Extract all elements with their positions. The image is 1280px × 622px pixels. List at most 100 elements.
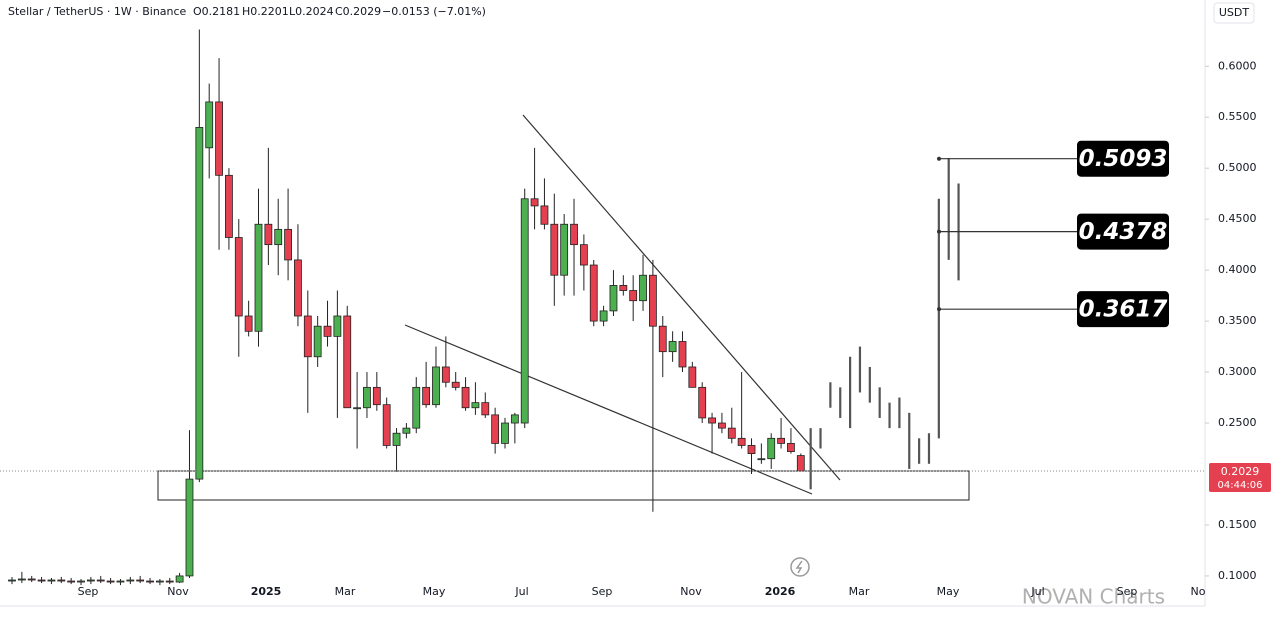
candle-body	[737, 437, 746, 446]
candle-body	[146, 580, 154, 583]
candle-body	[57, 579, 66, 582]
candle-body	[303, 315, 312, 358]
candle-body	[629, 290, 638, 302]
candle-body	[609, 285, 618, 312]
ohlc-low: L0.2024	[289, 5, 334, 18]
y-tick-label: 0.4500	[1218, 212, 1257, 225]
candle-body	[205, 101, 214, 149]
y-tick-label: 0.1500	[1218, 518, 1257, 531]
candle-body	[432, 366, 440, 406]
trend-line	[522, 114, 841, 481]
y-tick-label: 0.3500	[1218, 314, 1257, 327]
candle-body	[225, 174, 233, 238]
candle-body	[619, 285, 628, 291]
y-tick-label: 0.4000	[1218, 263, 1257, 276]
candle-body	[777, 437, 785, 444]
x-tick-label: Sep	[1117, 585, 1138, 598]
candle-body	[550, 223, 559, 276]
candle-body	[234, 237, 243, 317]
candle-body	[757, 458, 766, 461]
target-box	[1077, 291, 1169, 328]
x-tick-label: 2025	[251, 585, 282, 598]
candle-body	[540, 205, 549, 225]
candle-body	[27, 578, 36, 581]
target-dot	[937, 156, 941, 161]
candle-body	[668, 341, 677, 353]
y-tick-label: 0.5500	[1218, 110, 1257, 123]
candle-body	[363, 386, 371, 409]
watermark: NOVAN Charts	[1022, 585, 1165, 609]
candle-body	[441, 366, 450, 383]
candle-body	[688, 366, 697, 388]
support-zone	[157, 470, 970, 501]
currency-box[interactable]	[1213, 2, 1255, 24]
candle-body	[767, 437, 776, 460]
candle-body	[67, 580, 76, 583]
countdown: 04:44:06	[1218, 480, 1263, 491]
x-tick-label: May	[423, 585, 446, 598]
target-dot	[937, 229, 941, 234]
x-tick-label: Sep	[78, 585, 99, 598]
candle-body	[323, 325, 332, 337]
x-tick-label: No	[1191, 585, 1206, 598]
candle-body	[382, 404, 391, 446]
candle-body	[422, 386, 431, 406]
target-box	[1077, 213, 1169, 250]
ohlc-high: H0.2201	[242, 5, 289, 18]
x-tick-label: 2026	[765, 585, 796, 598]
x-tick-label: Jul	[1030, 585, 1044, 598]
candle-body	[461, 386, 470, 409]
candle-body	[451, 381, 460, 388]
x-tick-label: Jul	[514, 585, 528, 598]
candle-body	[106, 580, 115, 583]
target-box	[1077, 140, 1169, 177]
x-tick-label: Nov	[680, 585, 702, 598]
candle-body	[47, 579, 56, 582]
y-tick-label: 0.5000	[1218, 161, 1257, 174]
candle-body	[698, 386, 707, 419]
candle-body	[392, 432, 401, 446]
y-tick-label: 0.2500	[1218, 416, 1257, 429]
last-price-badge	[1209, 463, 1271, 493]
candle-body	[195, 127, 204, 480]
y-tick-label: 0.1000	[1218, 569, 1257, 582]
candle-body	[37, 579, 46, 582]
candle-body	[747, 445, 756, 455]
candle-body	[254, 223, 263, 332]
candle-body	[491, 414, 500, 444]
event-icon	[795, 560, 803, 574]
candle-body	[155, 580, 164, 583]
candle-body	[274, 228, 283, 246]
target-label: 0.3617	[1079, 297, 1168, 323]
x-tick-label: May	[937, 585, 960, 598]
candle-body	[313, 325, 322, 358]
candle-body	[372, 386, 381, 406]
candle-body	[353, 407, 362, 410]
candle-body	[175, 575, 184, 583]
last-price: 0.2029	[1221, 465, 1260, 478]
y-tick-label: 0.3000	[1218, 365, 1257, 378]
candle-body	[727, 427, 736, 439]
event-icon	[790, 557, 810, 577]
x-tick-label: Sep	[592, 585, 613, 598]
candle-body	[343, 315, 352, 409]
candle-body	[294, 259, 302, 317]
candle-body	[481, 402, 490, 416]
candle-body	[520, 198, 529, 424]
candle-body	[136, 579, 145, 582]
candle-body	[333, 315, 342, 337]
candle-body	[402, 427, 411, 434]
candle-body	[678, 341, 687, 368]
candle-body	[264, 223, 273, 246]
candle-body	[599, 310, 608, 322]
x-tick-label: Mar	[849, 585, 870, 598]
ohlc-open: O0.2181	[193, 5, 240, 18]
candle-body	[8, 579, 16, 582]
candle-body	[284, 228, 292, 261]
candle-body	[215, 101, 223, 176]
candle-body	[471, 402, 480, 409]
candle-body	[639, 274, 647, 302]
candle-body	[185, 478, 194, 577]
candle-body	[96, 579, 105, 582]
